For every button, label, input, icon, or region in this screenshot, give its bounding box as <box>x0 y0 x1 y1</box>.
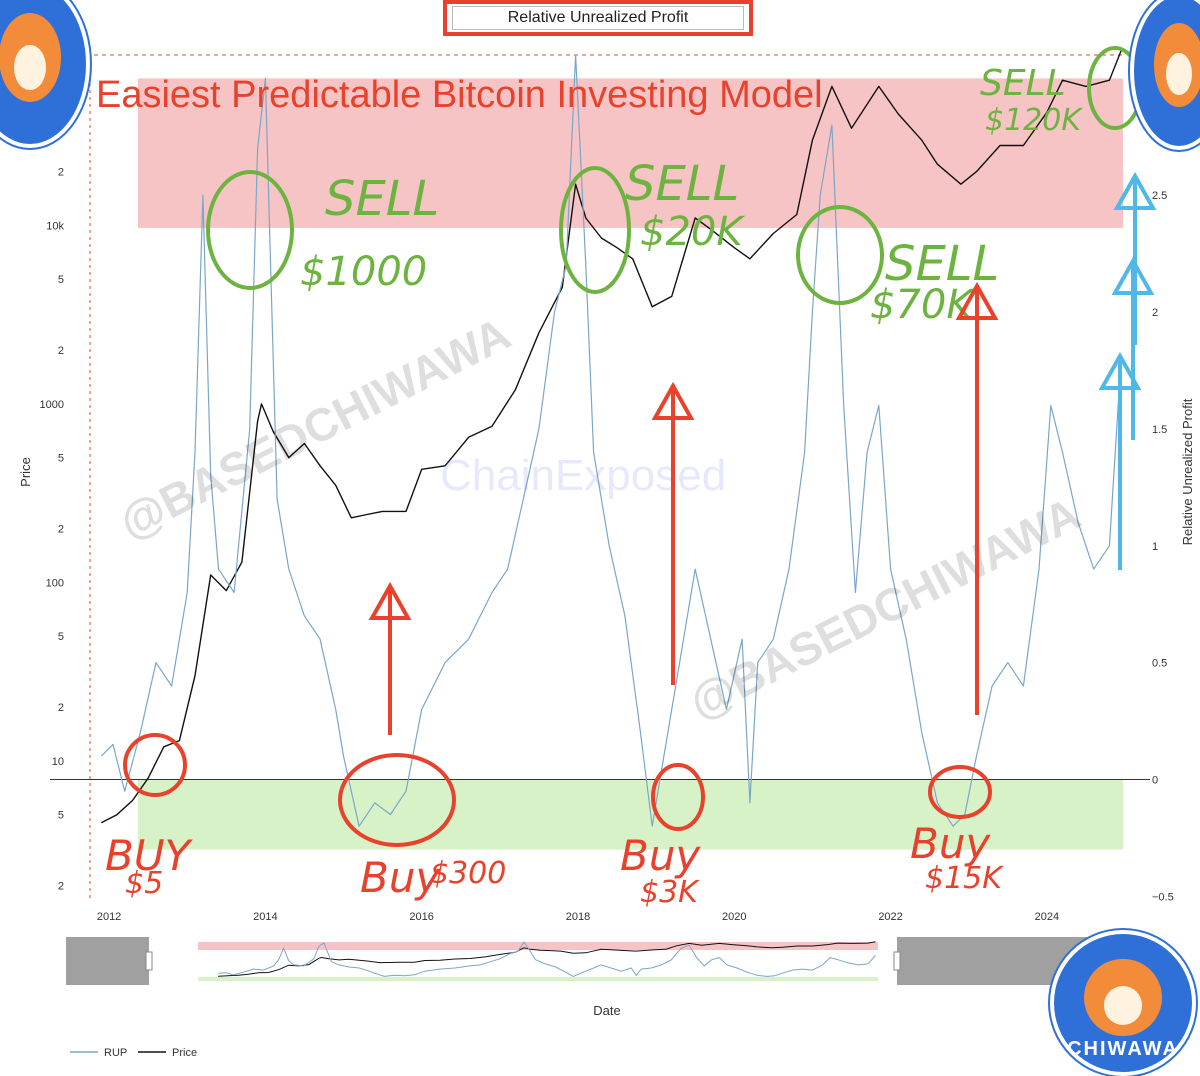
y-left-tick-label: 5 <box>58 810 64 822</box>
series-line-price <box>100 50 1122 824</box>
annotation-buy-price: $5 <box>125 866 163 901</box>
watermark: ChainExposed <box>440 451 726 500</box>
annotation-sell-label: SELL <box>625 156 739 212</box>
annotation-buy-label: Buy <box>910 819 991 868</box>
annotation-arrowhead <box>368 581 412 620</box>
annotation-circle <box>796 205 884 305</box>
y-right-tick-label: 2.5 <box>1152 190 1167 202</box>
watermark: @BASEDCHIWAWA <box>681 487 1088 729</box>
y-right-tick-label: 2 <box>1152 307 1158 319</box>
logo-bottom-right: CHIWAWA <box>1050 930 1196 1076</box>
annotation-circle <box>338 753 456 847</box>
x-tick-label: 2016 <box>409 911 433 923</box>
range-slider-left-handle[interactable] <box>145 951 153 971</box>
y-right-tick-label: −0.5 <box>1152 891 1174 903</box>
y-right-tick-label: 0.5 <box>1152 658 1167 670</box>
headline: Easiest Predictable Bitcoin Investing Mo… <box>96 74 823 116</box>
y-left-tick-label: 5 <box>58 631 64 643</box>
logo-text: CHIWAWA <box>1067 1037 1179 1060</box>
annotation-arrowhead <box>651 381 695 420</box>
annotation-circle <box>559 166 631 294</box>
annotation-sell-label: SELL <box>885 236 999 292</box>
annotation-buy-price: $15K <box>925 861 1004 896</box>
x-tick-label: 2024 <box>1035 911 1059 923</box>
y-left-tick-label: 100 <box>46 577 64 589</box>
annotation-arrowhead <box>1113 171 1157 210</box>
y-left-tick-label: 2 <box>58 881 64 893</box>
annotation-buy-label: Buy <box>360 853 441 902</box>
annotation-buy-label: Buy <box>620 831 701 880</box>
y-left-tick-label: 1000 <box>40 399 64 411</box>
y-left-tick-label: 2 <box>58 702 64 714</box>
y-left-tick-label: 10 <box>52 756 64 768</box>
range-slider-buy-zone <box>198 977 878 981</box>
legend-label-rup: RUP <box>104 1047 127 1059</box>
annotation-sell-price: $1000 <box>300 249 427 295</box>
annotation-circle <box>928 765 992 819</box>
range-slider-series-price <box>218 941 876 977</box>
chart-title: Relative Unrealized Profit <box>452 6 744 30</box>
x-tick-label: 2014 <box>253 911 277 923</box>
annotation-circle <box>123 733 187 797</box>
x-tick-label: 2012 <box>97 911 121 923</box>
sell-zone <box>138 78 1123 228</box>
annotation-sell-label: SELL <box>325 171 439 227</box>
annotation-arrowhead <box>955 281 999 320</box>
y-left-tick-label: 10k <box>46 220 64 232</box>
y-left-tick-label: 5 <box>58 274 64 286</box>
y-left-tick-label: 5 <box>58 453 64 465</box>
y-right-tick-label: 1.5 <box>1152 424 1167 436</box>
annotation-buy-price: $300 <box>430 856 506 891</box>
buy-zone <box>138 779 1123 850</box>
y-right-tick-label: 0 <box>1152 774 1158 786</box>
y-left-tick-label: 2 <box>58 345 64 357</box>
annotation-buy-price: $3K <box>640 875 700 910</box>
y-right-axis-label: Relative Unrealized Profit <box>1180 398 1195 545</box>
x-tick-label: 2018 <box>566 911 590 923</box>
x-axis-label: Date <box>593 1003 620 1018</box>
watermark: @BASEDCHIWAWA <box>111 307 518 549</box>
annotation-circle <box>206 170 294 290</box>
annotation-circle <box>651 763 705 831</box>
range-slider-left-mask <box>66 937 149 985</box>
y-left-tick-label: 2 <box>58 524 64 536</box>
y-left-axis-label: Price <box>18 457 33 487</box>
y-left-tick-label: 2 <box>58 167 64 179</box>
range-slider-right-handle[interactable] <box>893 951 901 971</box>
annotation-arrowhead <box>1098 351 1142 390</box>
annotation-sell-price: $20K <box>640 209 745 255</box>
chart-title-box: Relative Unrealized Profit <box>443 0 753 36</box>
x-tick-label: 2022 <box>878 911 902 923</box>
logo-top-left <box>0 0 90 148</box>
annotation-sell-price: $120K <box>985 103 1083 138</box>
legend-label-price: Price <box>172 1047 197 1059</box>
annotation-arrowhead <box>1111 256 1155 295</box>
y-right-tick-label: 1 <box>1152 541 1158 553</box>
annotation-sell-price: $70K <box>870 282 975 328</box>
x-tick-label: 2020 <box>722 911 746 923</box>
range-slider-series-rup <box>218 941 876 977</box>
annotation-sell-label: SELL <box>980 63 1066 104</box>
range-slider-sell-zone <box>198 942 878 950</box>
annotation-buy-label: BUY <box>105 831 194 880</box>
